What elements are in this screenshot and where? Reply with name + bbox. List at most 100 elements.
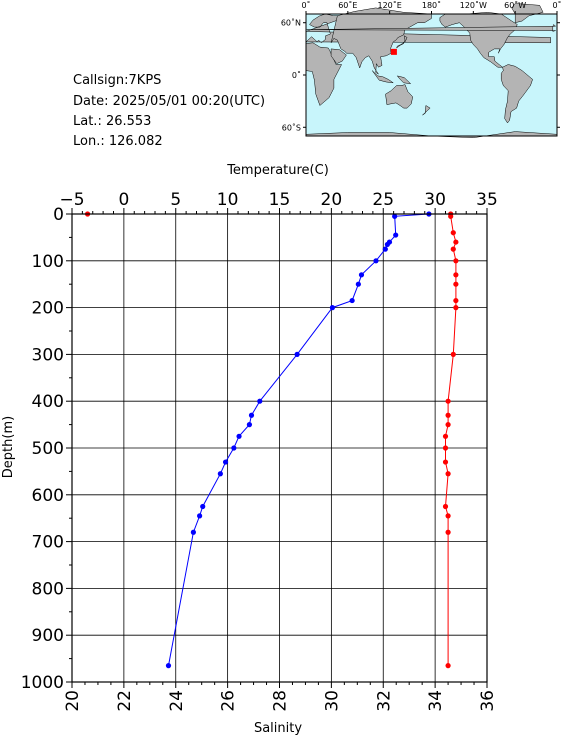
temperature-point <box>358 272 365 278</box>
map-landmass <box>422 105 431 116</box>
map-landmass <box>371 70 394 84</box>
world-map: 0˚ 60˚E 120˚E 180˚ 120˚W 60˚W 0˚60˚N0˚60˚S <box>281 0 562 138</box>
salinity-tick-label: 26 <box>219 690 239 712</box>
map-lon-label: 0˚ <box>301 0 310 10</box>
depth-tick-label: 1000 <box>21 673 64 693</box>
map-landmass <box>306 24 557 32</box>
station-marker <box>390 48 397 55</box>
temperature-tick-label: 30 <box>424 190 446 210</box>
salinity-line <box>87 213 457 666</box>
salinity-point <box>448 213 454 219</box>
salinity-point <box>450 230 456 236</box>
latitude-label: Lat.: 26.553 <box>73 114 152 129</box>
salinity-point <box>450 351 456 357</box>
temperature-point <box>165 663 172 669</box>
temperature-point <box>246 422 253 428</box>
map-landmass <box>330 7 432 75</box>
map-lon-label: 60˚E <box>338 0 357 10</box>
temperature-point <box>384 241 390 248</box>
salinity-tick-label: 20 <box>63 690 83 712</box>
salinity-point <box>445 398 451 404</box>
temperature-point <box>393 232 399 238</box>
callsign-label: Callsign:7KPS <box>73 73 162 88</box>
salinity-tick-label: 34 <box>426 690 446 712</box>
date-label: Date: 2025/05/01 00:20(UTC) <box>73 94 266 109</box>
map-lon-label: 120˚E <box>378 0 402 10</box>
salinity-point <box>453 297 459 304</box>
temperature-point <box>294 351 300 357</box>
temperature-point <box>392 213 398 219</box>
longitude-label: Lon.: 126.082 <box>73 134 163 149</box>
map-lon-label: 60˚W <box>504 0 526 10</box>
salinity-point <box>453 239 459 245</box>
temperature-point <box>257 398 263 404</box>
map-landmass <box>396 35 408 49</box>
salinity-axis-label: Salinity <box>254 721 302 736</box>
temperature-point <box>222 459 229 465</box>
depth-tick-label: 600 <box>32 486 64 506</box>
depth-tick-label: 400 <box>32 392 64 412</box>
salinity-point <box>445 663 451 669</box>
map-landmass <box>511 3 544 24</box>
temperature-axis-label: Temperature(C) <box>226 163 329 178</box>
salinity-tick-label: 28 <box>271 690 291 712</box>
temperature-tick-label: −5 <box>59 190 84 210</box>
temperature-point <box>197 513 203 519</box>
salinity-point <box>453 272 459 278</box>
map-lat-label: 60˚N <box>281 18 301 28</box>
depth-tick-label: 900 <box>32 626 64 646</box>
temperature-point <box>349 297 355 304</box>
salinity-point <box>445 422 451 428</box>
depth-tick-label: 300 <box>32 345 64 365</box>
map-landmass <box>330 48 347 65</box>
map-landmass <box>385 84 413 109</box>
depth-tick-label: 500 <box>32 439 64 459</box>
map-lon-label: 180˚ <box>422 0 441 10</box>
temperature-point <box>231 445 237 451</box>
salinity-point <box>450 246 456 252</box>
salinity-point <box>442 445 449 451</box>
depth-tick-label: 800 <box>32 579 64 599</box>
map-lat-label: 60˚S <box>282 122 301 132</box>
temperature-point <box>217 471 223 477</box>
salinity-point <box>453 258 459 264</box>
salinity-point <box>453 305 459 311</box>
temperature-tick-label: 35 <box>476 190 498 210</box>
depth-tick-label: 100 <box>32 252 64 272</box>
temperature-tick-label: 10 <box>217 190 239 210</box>
salinity-point <box>445 412 451 418</box>
temperature-tick-label: 5 <box>170 190 181 210</box>
map-landmass <box>439 12 518 68</box>
salinity-point <box>442 459 449 465</box>
temperature-tick-label: 25 <box>372 190 394 210</box>
map-landmass <box>396 75 412 85</box>
map-lat-label: 0˚ <box>292 70 301 80</box>
map-lon-label: 0˚ <box>552 0 561 10</box>
temperature-point <box>382 246 388 252</box>
temperature-tick-label: 15 <box>269 190 291 210</box>
chart-grid <box>71 213 488 683</box>
temperature-point <box>236 433 242 439</box>
depth-tick-label: 700 <box>32 533 64 553</box>
salinity-tick-label: 24 <box>167 690 187 712</box>
salinity-point <box>445 529 451 535</box>
temperature-point <box>190 529 196 535</box>
salinity-tick-label: 36 <box>478 690 498 712</box>
temperature-tick-label: 20 <box>321 190 343 210</box>
temperature-tick-label: 0 <box>118 190 129 210</box>
temperature-point <box>200 503 206 510</box>
temperature-point <box>329 305 336 311</box>
temperature-point <box>373 258 379 264</box>
salinity-point <box>445 513 451 519</box>
salinity-tick-label: 22 <box>115 690 135 712</box>
chart-series <box>84 211 459 669</box>
salinity-point <box>442 503 449 510</box>
salinity-tick-label: 30 <box>322 690 342 712</box>
salinity-point <box>442 433 449 439</box>
depth-tick-label: 0 <box>53 205 64 225</box>
map-lon-label: 120˚W <box>460 0 487 10</box>
temperature-point <box>248 412 255 418</box>
depth-axis-label: Depth(m) <box>1 416 16 478</box>
